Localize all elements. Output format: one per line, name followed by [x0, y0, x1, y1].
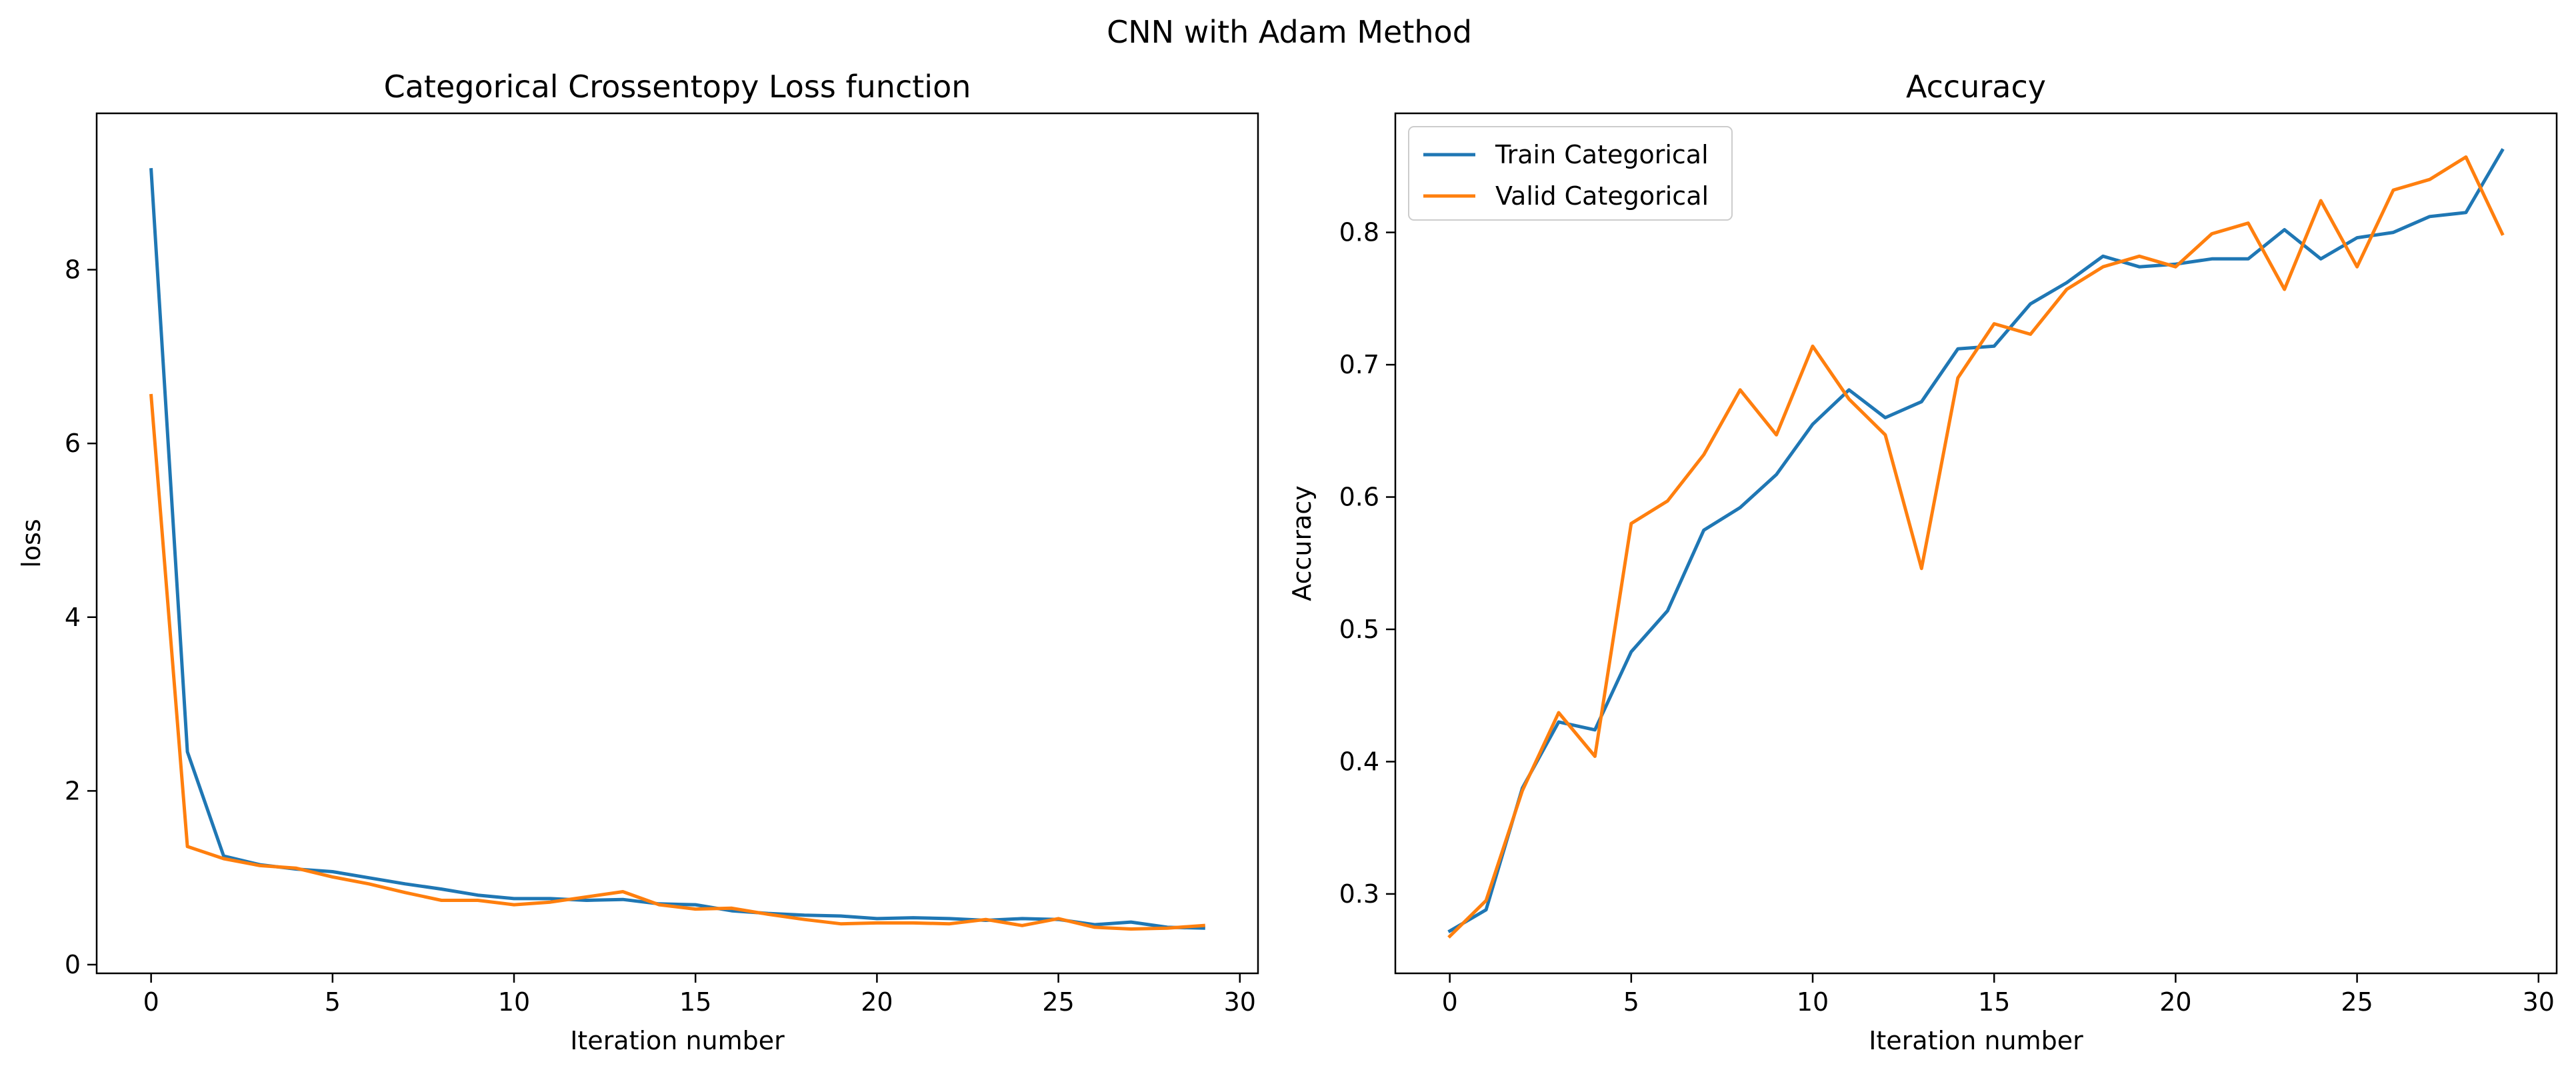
- accuracy-y-tick-label: 0.5: [1339, 615, 1379, 644]
- accuracy-series-valid-line: [1447, 155, 2505, 939]
- accuracy-y-tick-label: 0.6: [1339, 483, 1379, 512]
- figure-suptitle: CNN with Adam Method: [1107, 14, 1472, 50]
- loss-x-tick-label: 0: [143, 987, 159, 1017]
- accuracy-legend: Train Categorical Valid Categorical: [1408, 126, 1733, 221]
- accuracy-legend-label-valid: Valid Categorical: [1495, 181, 1709, 211]
- accuracy-y-tick-label: 0.4: [1339, 747, 1379, 776]
- accuracy-axes-frame: [1394, 112, 2558, 975]
- loss-axes-frame: [95, 112, 1259, 975]
- loss-title: Categorical Crossentopy Loss function: [384, 69, 971, 105]
- accuracy-y-tick-label: 0.8: [1339, 218, 1379, 247]
- accuracy-legend-box: [1408, 126, 1733, 221]
- loss-y-tick-label: 2: [65, 776, 81, 805]
- accuracy-y-tick-label: 0.7: [1339, 350, 1379, 379]
- accuracy-y-axis-label: Accuracy: [1287, 485, 1317, 601]
- loss-y-axis-label: loss: [17, 519, 46, 567]
- accuracy-x-tick-label: 5: [1623, 987, 1639, 1017]
- loss-plot: 0 5 10 15 20 25 30 0 2 4 6 8 Categorical Crossentopy…: [17, 69, 1259, 1055]
- loss-series-valid-line: [149, 393, 1205, 931]
- accuracy-x-axis-label: Iteration number: [1869, 1026, 2083, 1055]
- accuracy-x-tick-label: 15: [1978, 987, 2010, 1017]
- loss-y-tick-label: 8: [65, 255, 81, 285]
- loss-x-tick-label: 15: [679, 987, 711, 1017]
- accuracy-x-tick-label: 0: [1442, 987, 1458, 1017]
- accuracy-x-tick-label: 30: [2523, 987, 2555, 1017]
- loss-x-axis-label: Iteration number: [570, 1026, 785, 1055]
- loss-y-tick-label: 6: [65, 429, 81, 458]
- accuracy-legend-label-train: Train Categorical: [1495, 140, 1709, 169]
- loss-x-tick-label: 25: [1042, 987, 1074, 1017]
- loss-x-tick-label: 5: [325, 987, 341, 1017]
- loss-y-tick-label: 4: [65, 603, 81, 632]
- accuracy-x-tick-label: 20: [2159, 987, 2191, 1017]
- accuracy-y-tick-label: 0.3: [1339, 879, 1379, 909]
- accuracy-x-tick-label: 25: [2341, 987, 2373, 1017]
- accuracy-series-train-line: [1447, 148, 2505, 933]
- loss-x-tick-label: 10: [498, 987, 530, 1017]
- loss-y-tick-label: 0: [65, 950, 81, 979]
- accuracy-x-tick-label: 10: [1797, 987, 1829, 1017]
- loss-series-train-line: [149, 168, 1205, 930]
- accuracy-plot: 0 5 10 15 20 25 30 0.3 0.4 0.5 0.6 0.7 0.8 Accuracy It…: [1287, 69, 2558, 1055]
- loss-x-tick-label: 30: [1224, 987, 1256, 1017]
- accuracy-title: Accuracy: [1906, 69, 2046, 105]
- loss-x-tick-label: 20: [861, 987, 893, 1017]
